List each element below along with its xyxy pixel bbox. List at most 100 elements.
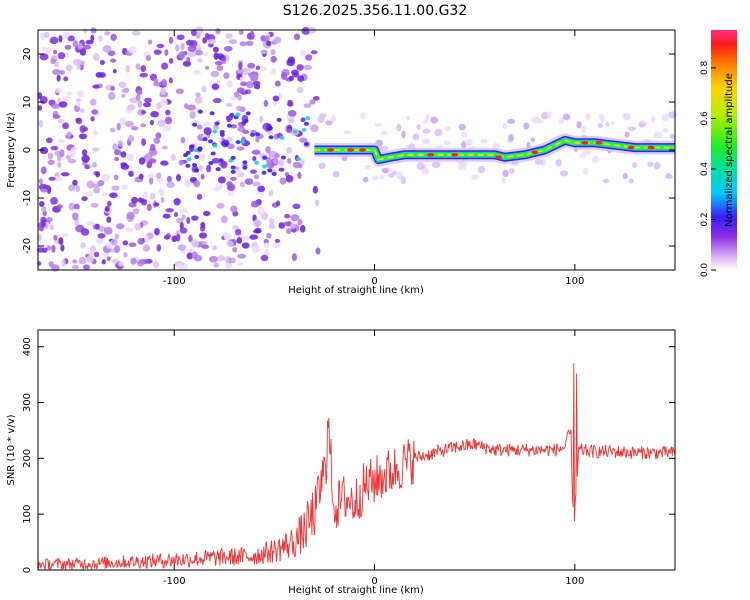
spectrogram-cell — [262, 155, 268, 160]
spectrogram-cell — [155, 172, 162, 179]
snr-frame — [37, 329, 676, 571]
spectrogram-cell — [67, 35, 75, 42]
spectrogram-cell — [266, 232, 272, 239]
spectrogram-cell — [143, 235, 149, 243]
spectrogram-cell — [253, 174, 259, 180]
spectrogram-cell — [274, 80, 281, 87]
spectrogram-cell — [205, 65, 210, 70]
spectrogram-cell — [75, 97, 82, 103]
spectrogram-cell — [150, 111, 159, 118]
spectrogram-cell — [270, 68, 276, 75]
spectrogram-cell — [126, 211, 135, 220]
spectrogram-cell — [38, 201, 45, 208]
spectrogram-cell — [68, 202, 76, 211]
spectrogram-cell — [435, 144, 445, 149]
spectrogram-cell — [72, 58, 82, 66]
spectrogram-cell — [153, 82, 162, 87]
spectrogram-cell — [179, 208, 188, 214]
spectrogram-cell — [669, 133, 675, 139]
spectrogram-cell — [325, 120, 333, 126]
spectrogram-cell — [206, 164, 212, 173]
spectrogram-cell — [558, 117, 564, 124]
spectrogram-cell — [107, 200, 112, 207]
spectrogram-cell — [232, 225, 239, 230]
spectrogram-cell — [430, 116, 439, 124]
snr-x-tick-label: 100 — [565, 576, 584, 587]
spectrogram-y-tick-label: -10 — [22, 190, 33, 206]
spectrogram-cell — [202, 121, 212, 127]
snr-y-tick-label: 200 — [22, 449, 33, 468]
spectrogram-cell — [257, 185, 266, 193]
spectrogram-cell — [208, 161, 214, 166]
spectrogram-cell — [60, 244, 65, 252]
spectrogram-cell — [315, 247, 321, 255]
spectrogram-cell — [380, 130, 388, 136]
spectrogram-peak — [495, 155, 503, 159]
spectrogram-cell — [273, 36, 282, 44]
spectrogram-cell — [56, 204, 63, 209]
spectrogram-cell — [297, 218, 303, 226]
spectrogram-cell — [251, 245, 261, 254]
spectrogram-cell — [278, 158, 284, 167]
spectrogram-cell — [189, 144, 195, 149]
spectrogram-cell — [110, 33, 117, 41]
spectrogram-cell — [274, 238, 281, 243]
spectrogram-cell — [37, 92, 43, 100]
spectrogram-cell — [121, 93, 126, 98]
spectrogram-cell — [330, 115, 336, 124]
spectrogram-cell — [242, 129, 250, 135]
spectrogram-cell — [287, 109, 297, 117]
spectrogram-cell — [318, 162, 326, 170]
spectrogram-cell — [187, 45, 197, 52]
spectrogram-cell — [195, 92, 201, 97]
spectrogram-cell — [191, 251, 198, 259]
spectrogram-cell — [301, 127, 307, 132]
spectrogram-cell — [622, 173, 628, 180]
spectrogram-cell — [112, 143, 118, 151]
spectrogram-cell — [583, 167, 589, 175]
spectrogram-cell — [217, 176, 226, 184]
spectrogram-cell — [300, 158, 305, 166]
spectrogram-cell — [257, 207, 265, 215]
spectrogram-cell — [268, 223, 276, 230]
spectrogram-cell — [668, 111, 677, 119]
spectrogram-cell — [263, 99, 269, 107]
spectrogram-cell — [303, 64, 313, 71]
spectrogram-cell — [134, 223, 142, 231]
spectrogram-cell — [147, 39, 153, 45]
spectrogram-cell — [208, 139, 214, 144]
spectrogram-cell — [97, 179, 105, 187]
spectrogram-cell — [312, 96, 320, 101]
spectrogram-cell — [140, 200, 148, 206]
spectrogram-cell — [187, 50, 197, 57]
spectrogram-cell — [230, 205, 238, 213]
spectrogram-cell — [216, 255, 226, 262]
spectrogram-cell — [68, 149, 76, 158]
spectrogram-cell — [58, 35, 63, 43]
spectrogram-cell — [210, 151, 216, 156]
spectrogram-cell — [276, 117, 282, 122]
spectrogram-cell — [260, 254, 269, 262]
spectrogram-cell — [651, 115, 656, 123]
spectrogram-cell — [230, 124, 238, 129]
spectrogram-cell — [197, 58, 203, 63]
spectrogram-cell — [292, 161, 302, 169]
spectrogram-cell — [422, 119, 428, 125]
spectrogram-cell — [253, 229, 262, 234]
spectrogram-cell — [42, 46, 47, 52]
spectrogram-cell — [147, 173, 155, 179]
spectrogram-cell — [68, 184, 76, 192]
spectrogram-peak — [647, 145, 655, 150]
spectrogram-cell — [600, 115, 605, 123]
spectrogram-cell — [229, 257, 236, 264]
spectrogram-cell — [194, 168, 200, 173]
spectrogram-cell — [284, 213, 291, 219]
spectrogram-cell — [165, 208, 174, 213]
spectrogram-cell — [364, 164, 372, 170]
spectrogram-cell — [122, 240, 129, 246]
spectrogram-cell — [215, 27, 221, 35]
spectrogram-cell — [530, 137, 536, 143]
spectrogram-cell — [602, 178, 610, 184]
spectrogram-cell — [92, 130, 99, 136]
